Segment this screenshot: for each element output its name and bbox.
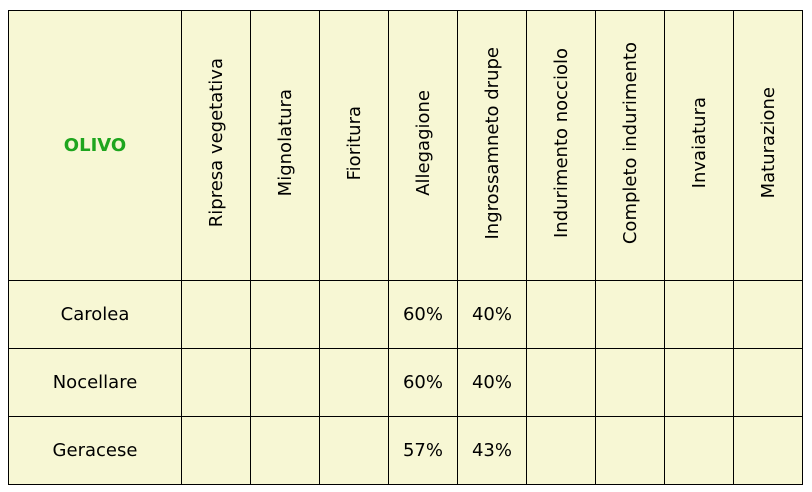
- empty-cell: [733, 348, 803, 417]
- row-label: Geracese: [8, 416, 182, 485]
- column-header-cell: Maturazione: [733, 10, 803, 281]
- empty-cell: [664, 416, 734, 485]
- column-header: Maturazione: [757, 87, 779, 199]
- empty-cell: [250, 280, 320, 349]
- empty-cell: [664, 280, 734, 349]
- header-row: OLIVO Ripresa vegetativa Mignolatura Fiorit…: [8, 10, 803, 281]
- value-cell: 43%: [457, 416, 527, 485]
- empty-cell: [181, 280, 251, 349]
- column-header: Mignolatura: [274, 89, 296, 197]
- value-cell: 57%: [388, 416, 458, 485]
- empty-cell: [319, 416, 389, 485]
- column-header-cell: Allegagione: [388, 10, 458, 281]
- empty-cell: [526, 348, 596, 417]
- empty-cell: [595, 416, 665, 485]
- data-row: Carolea 60% 40%: [8, 280, 803, 349]
- data-row: Nocellare 60% 40%: [8, 348, 803, 417]
- empty-cell: [250, 416, 320, 485]
- page: OLIVO Ripresa vegetativa Mignolatura Fiorit…: [8, 10, 803, 485]
- empty-cell: [526, 280, 596, 349]
- empty-cell: [595, 280, 665, 349]
- column-header-cell: Invaiatura: [664, 10, 734, 281]
- empty-cell: [733, 280, 803, 349]
- value-cell: 60%: [388, 280, 458, 349]
- column-header: Invaiatura: [688, 97, 710, 189]
- row-label: Carolea: [8, 280, 182, 349]
- empty-cell: [181, 348, 251, 417]
- empty-cell: [181, 416, 251, 485]
- empty-cell: [664, 348, 734, 417]
- corner-label: OLIVO: [8, 10, 182, 281]
- empty-cell: [250, 348, 320, 417]
- row-label: Nocellare: [8, 348, 182, 417]
- value-cell: 40%: [457, 280, 527, 349]
- column-header-cell: Ripresa vegetativa: [181, 10, 251, 281]
- column-header-cell: Completo indurimento: [595, 10, 665, 281]
- value-cell: 40%: [457, 348, 527, 417]
- empty-cell: [526, 416, 596, 485]
- empty-cell: [595, 348, 665, 417]
- column-header-cell: Indurimento nocciolo: [526, 10, 596, 281]
- column-header: Fioritura: [343, 105, 365, 181]
- phenology-table: OLIVO Ripresa vegetativa Mignolatura Fiorit…: [8, 10, 803, 485]
- column-header: Completo indurimento: [619, 41, 641, 245]
- column-header: Indurimento nocciolo: [550, 47, 572, 238]
- empty-cell: [319, 348, 389, 417]
- column-header-cell: Fioritura: [319, 10, 389, 281]
- column-header-cell: Ingrossamneto drupe: [457, 10, 527, 281]
- empty-cell: [733, 416, 803, 485]
- column-header: Ripresa vegetativa: [205, 58, 227, 228]
- column-header-cell: Mignolatura: [250, 10, 320, 281]
- value-cell: 60%: [388, 348, 458, 417]
- column-header: Ingrossamneto drupe: [481, 46, 503, 240]
- data-row: Geracese 57% 43%: [8, 416, 803, 485]
- column-header: Allegagione: [412, 90, 434, 196]
- empty-cell: [319, 280, 389, 349]
